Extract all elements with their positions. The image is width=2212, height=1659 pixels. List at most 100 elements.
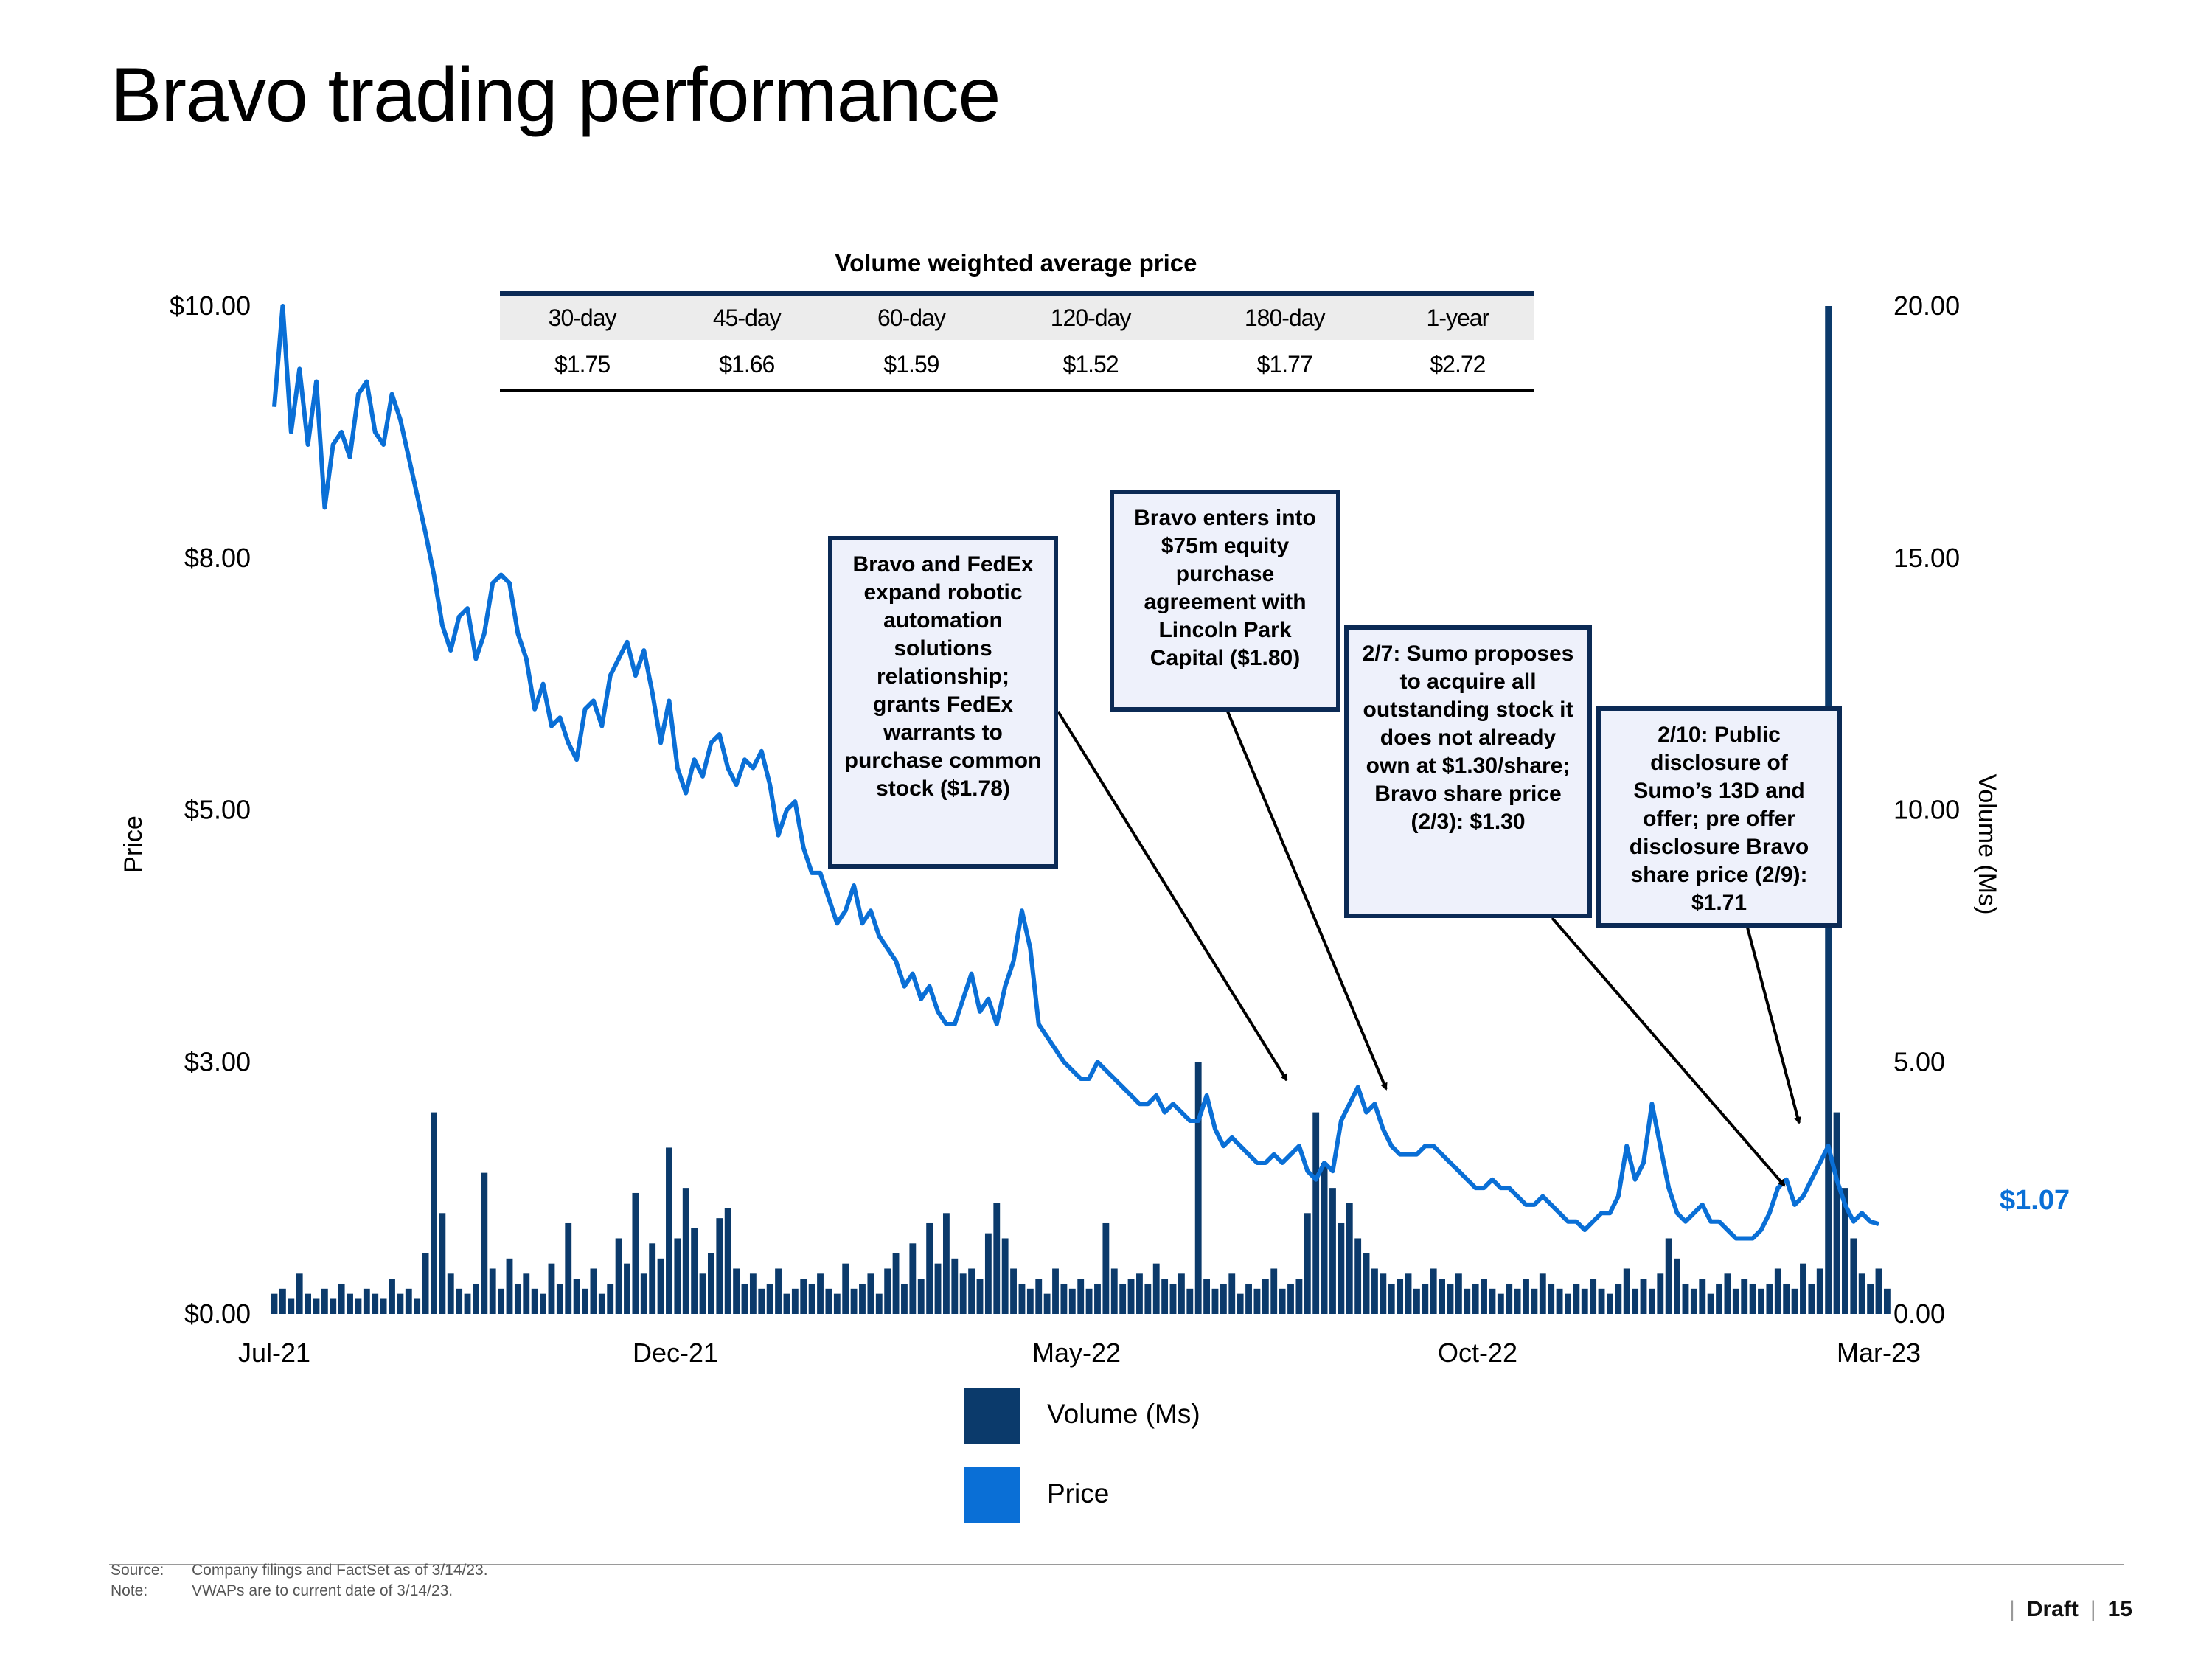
end-price-label: $1.07 xyxy=(2000,1185,2070,1216)
volume-bar xyxy=(1152,1263,1160,1314)
volume-bar xyxy=(1279,1288,1286,1314)
volume-bar xyxy=(279,1288,286,1314)
volume-bar xyxy=(817,1273,824,1314)
volume-bar xyxy=(1842,1188,1848,1314)
page-title: Bravo trading performance xyxy=(111,52,1001,138)
volume-bar xyxy=(1287,1283,1294,1314)
volume-bar xyxy=(1245,1283,1252,1314)
volume-bar xyxy=(380,1298,387,1314)
vwap-header: 180-day xyxy=(1187,291,1382,340)
volume-bar xyxy=(1867,1283,1874,1314)
volume-bar xyxy=(842,1263,849,1314)
volume-bar xyxy=(1068,1288,1076,1314)
volume-bar xyxy=(1472,1283,1479,1314)
legend-volume-swatch xyxy=(964,1388,1020,1444)
volume-bar xyxy=(1413,1288,1420,1314)
volume-bar xyxy=(321,1288,328,1314)
x-tick-label: Jul-21 xyxy=(238,1338,310,1368)
volume-bar xyxy=(741,1283,748,1314)
volume-bar xyxy=(1085,1288,1093,1314)
vwap-header: 60-day xyxy=(829,291,994,340)
volume-bar xyxy=(397,1293,404,1314)
volume-bar xyxy=(1573,1283,1580,1314)
volume-bar xyxy=(1388,1283,1395,1314)
volume-bar xyxy=(514,1283,521,1314)
volume-bar xyxy=(733,1268,740,1314)
volume-bar xyxy=(1590,1279,1597,1314)
volume-bar xyxy=(976,1279,984,1314)
volume-bar xyxy=(1615,1283,1622,1314)
vwap-value: $2.72 xyxy=(1381,340,1534,392)
volume-bar xyxy=(1228,1273,1236,1314)
volume-bar xyxy=(296,1273,303,1314)
volume-bar xyxy=(338,1283,345,1314)
volume-bar xyxy=(942,1213,950,1314)
volume-bar xyxy=(1598,1288,1605,1314)
note-label: Note: xyxy=(111,1582,148,1599)
volume-bar xyxy=(1850,1238,1857,1314)
volume-bar xyxy=(1497,1293,1504,1314)
volume-bar xyxy=(1338,1222,1345,1314)
volume-bar xyxy=(1262,1279,1269,1314)
volume-bar xyxy=(1833,1112,1840,1314)
volume-bar xyxy=(1682,1283,1689,1314)
volume-bar xyxy=(1354,1238,1362,1314)
volume-bar xyxy=(1312,1112,1320,1314)
volume-bar xyxy=(1043,1293,1051,1314)
volume-bar xyxy=(892,1253,900,1314)
volume-bar xyxy=(859,1283,866,1314)
volume-bar xyxy=(1119,1283,1127,1314)
volume-bar xyxy=(1758,1288,1764,1314)
vwap-header: 1-year xyxy=(1381,291,1534,340)
price-series xyxy=(272,304,1879,1241)
volume-bar xyxy=(1766,1283,1773,1314)
volume-bar xyxy=(649,1243,656,1314)
volume-bar xyxy=(1346,1203,1353,1314)
x-tick-label: May-22 xyxy=(1032,1338,1121,1368)
volume-bar xyxy=(917,1279,925,1314)
volume-bar xyxy=(1001,1238,1009,1314)
volume-bar xyxy=(439,1213,446,1314)
volume-bar xyxy=(1371,1268,1378,1314)
volume-bar xyxy=(1489,1288,1496,1314)
volume-bar xyxy=(1816,1268,1823,1314)
volume-bar xyxy=(1363,1253,1370,1314)
volume-bar xyxy=(1422,1283,1429,1314)
callout-sumo-13d: 2/10: Public disclosure of Sumo’s 13D an… xyxy=(1596,706,1842,928)
volume-bar xyxy=(305,1293,311,1314)
volume-bar xyxy=(1783,1283,1790,1314)
volume-bar xyxy=(464,1293,471,1314)
volume-bar xyxy=(431,1112,437,1314)
volume-bar xyxy=(1380,1273,1387,1314)
volume-bar xyxy=(540,1293,546,1314)
axes: $0.00 $3.00 $5.00 $8.00 $10.00 0.00 5.00 10.00 1… xyxy=(170,291,1960,1368)
volume-bar xyxy=(1674,1258,1680,1314)
vwap-header: 30-day xyxy=(500,291,665,340)
volume-bar xyxy=(573,1279,580,1314)
volume-bar xyxy=(1455,1273,1462,1314)
volume-bar xyxy=(1447,1283,1454,1314)
y-axis-label: Price xyxy=(119,815,147,872)
volume-bar xyxy=(1741,1279,1748,1314)
volume-bar xyxy=(1110,1268,1118,1314)
volume-bar xyxy=(800,1279,807,1314)
price-line xyxy=(272,304,1879,1241)
volume-bar xyxy=(632,1192,639,1314)
volume-bar xyxy=(1018,1283,1026,1314)
volume-bar xyxy=(1548,1283,1555,1314)
volume-bar xyxy=(1035,1279,1043,1314)
volume-bar xyxy=(934,1263,942,1314)
volume-bar xyxy=(1010,1268,1017,1314)
volume-bar xyxy=(481,1172,488,1314)
volume-bar xyxy=(775,1268,782,1314)
volume-bar xyxy=(716,1218,723,1314)
volume-bar xyxy=(1161,1279,1169,1314)
vwap-value: $1.52 xyxy=(993,340,1188,392)
volume-bar xyxy=(968,1268,975,1314)
volume-bar xyxy=(833,1293,841,1314)
volume-bar xyxy=(1203,1279,1211,1314)
volume-bar xyxy=(1102,1222,1110,1314)
volume-bar xyxy=(1169,1283,1177,1314)
volume-bar xyxy=(363,1288,370,1314)
